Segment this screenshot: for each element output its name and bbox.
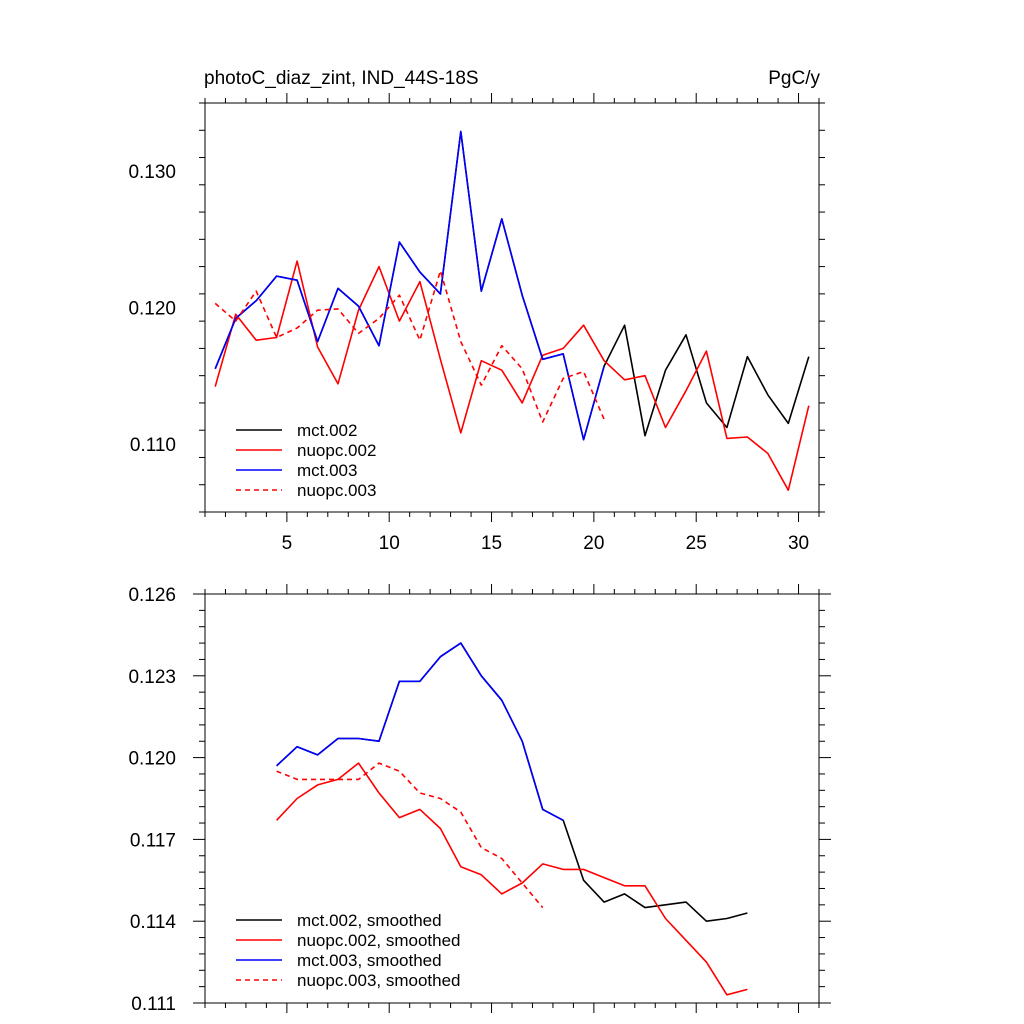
legend-label: mct.002 [297, 421, 357, 440]
series-line [276, 762, 748, 996]
legend-label: nuopc.003, smoothed [297, 971, 461, 990]
top-panel: photoC_diaz_zint, IND_44S-18S PgC/y 5 10 1… [128, 68, 825, 554]
x-tick-label: 20 [583, 533, 604, 554]
series-line [276, 642, 564, 822]
plot-title: photoC_diaz_zint, IND_44S-18S [204, 68, 479, 89]
legend-label: mct.002, smoothed [297, 911, 442, 930]
series-line [276, 762, 544, 909]
y-tick-label: 0.130 [128, 162, 176, 183]
x-tick-label: 10 [379, 533, 400, 554]
series-line [214, 269, 605, 423]
y-tick-label: 0.110 [130, 435, 176, 456]
y-tick-label: 0.114 [130, 912, 177, 933]
x-tick-label: 30 [788, 533, 809, 554]
legend-label: nuopc.002 [297, 441, 376, 460]
legend-label: nuopc.003 [297, 481, 376, 500]
y-tick-label: 0.120 [128, 749, 176, 770]
x-tick-label: 5 [282, 533, 293, 554]
x-tick-label: 15 [481, 533, 502, 554]
bottom-panel: 0.111 0.114 0.117 0.120 0.123 0.126 mct.002, s… [128, 584, 831, 1015]
units-label: PgC/y [768, 68, 820, 89]
y-tick-label: 0.126 [128, 585, 176, 606]
y-tick-label: 0.123 [128, 667, 176, 688]
legend-label: nuopc.002, smoothed [297, 931, 461, 950]
series-line [214, 130, 605, 441]
series-line [214, 130, 810, 441]
y-tick-label: 0.111 [131, 994, 176, 1015]
y-tick-label: 0.117 [130, 830, 176, 851]
y-tick-label: 0.120 [128, 299, 176, 320]
legend-label: mct.003 [297, 461, 357, 480]
series-line [276, 642, 748, 923]
x-tick-label: 25 [686, 533, 707, 554]
legend-label: mct.003, smoothed [297, 951, 442, 970]
